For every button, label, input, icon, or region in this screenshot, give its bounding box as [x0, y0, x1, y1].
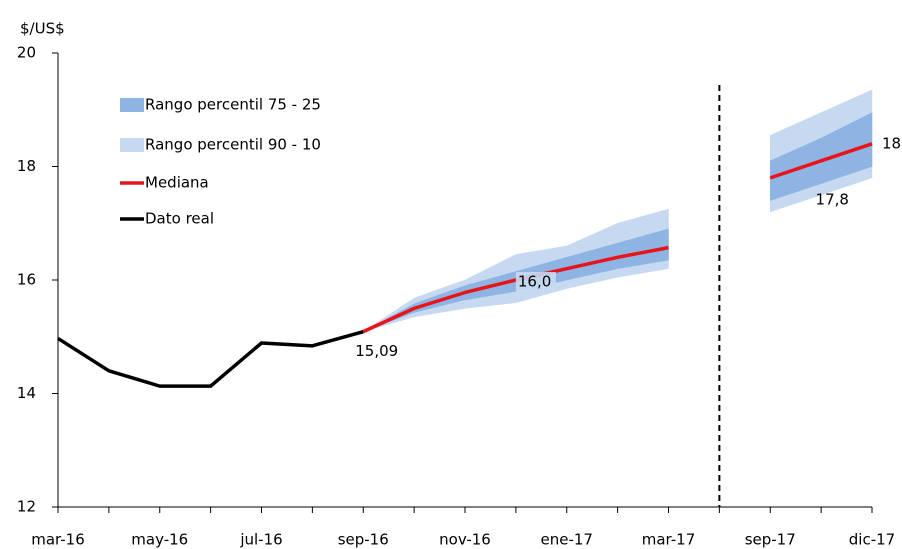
- legend-swatch: [120, 98, 144, 112]
- data-label: 17,8: [816, 190, 849, 208]
- y-tick-label: 18: [17, 157, 36, 175]
- band-segment: [617, 228, 669, 269]
- x-tick-label: may-16: [131, 531, 188, 549]
- data-label: 18,4: [882, 134, 902, 152]
- x-tick-label: mar-16: [31, 531, 85, 549]
- x-tick-label: mar-17: [642, 531, 696, 549]
- x-tick-label: nov-16: [439, 531, 491, 549]
- y-tick-label: 16: [17, 271, 36, 289]
- legend-label: Mediana: [145, 174, 209, 192]
- y-tick-label: 12: [17, 498, 36, 516]
- line: [57, 329, 364, 388]
- label-bg: [515, 272, 556, 292]
- x-tick-label: jul-16: [239, 531, 282, 549]
- data-label: 16,0: [518, 273, 551, 291]
- x-tick-label: sep-16: [338, 531, 389, 549]
- legend-label: Rango percentil 75 - 25: [145, 96, 321, 114]
- band-segment: [820, 112, 873, 184]
- legend-label: Rango percentil 90 - 10: [145, 136, 321, 154]
- y-axis-label: $/US$: [20, 20, 65, 38]
- x-tick-label: dic-17: [849, 531, 895, 549]
- y-tick-label: 20: [17, 44, 36, 62]
- x-tick-label: ene-17: [541, 531, 593, 549]
- legend-label: Dato real: [145, 210, 214, 228]
- y-tick-label: 14: [17, 384, 36, 402]
- x-tick-label: sep-17: [745, 531, 796, 549]
- data-label: 15,09: [355, 342, 398, 360]
- legend-swatch: [120, 138, 144, 152]
